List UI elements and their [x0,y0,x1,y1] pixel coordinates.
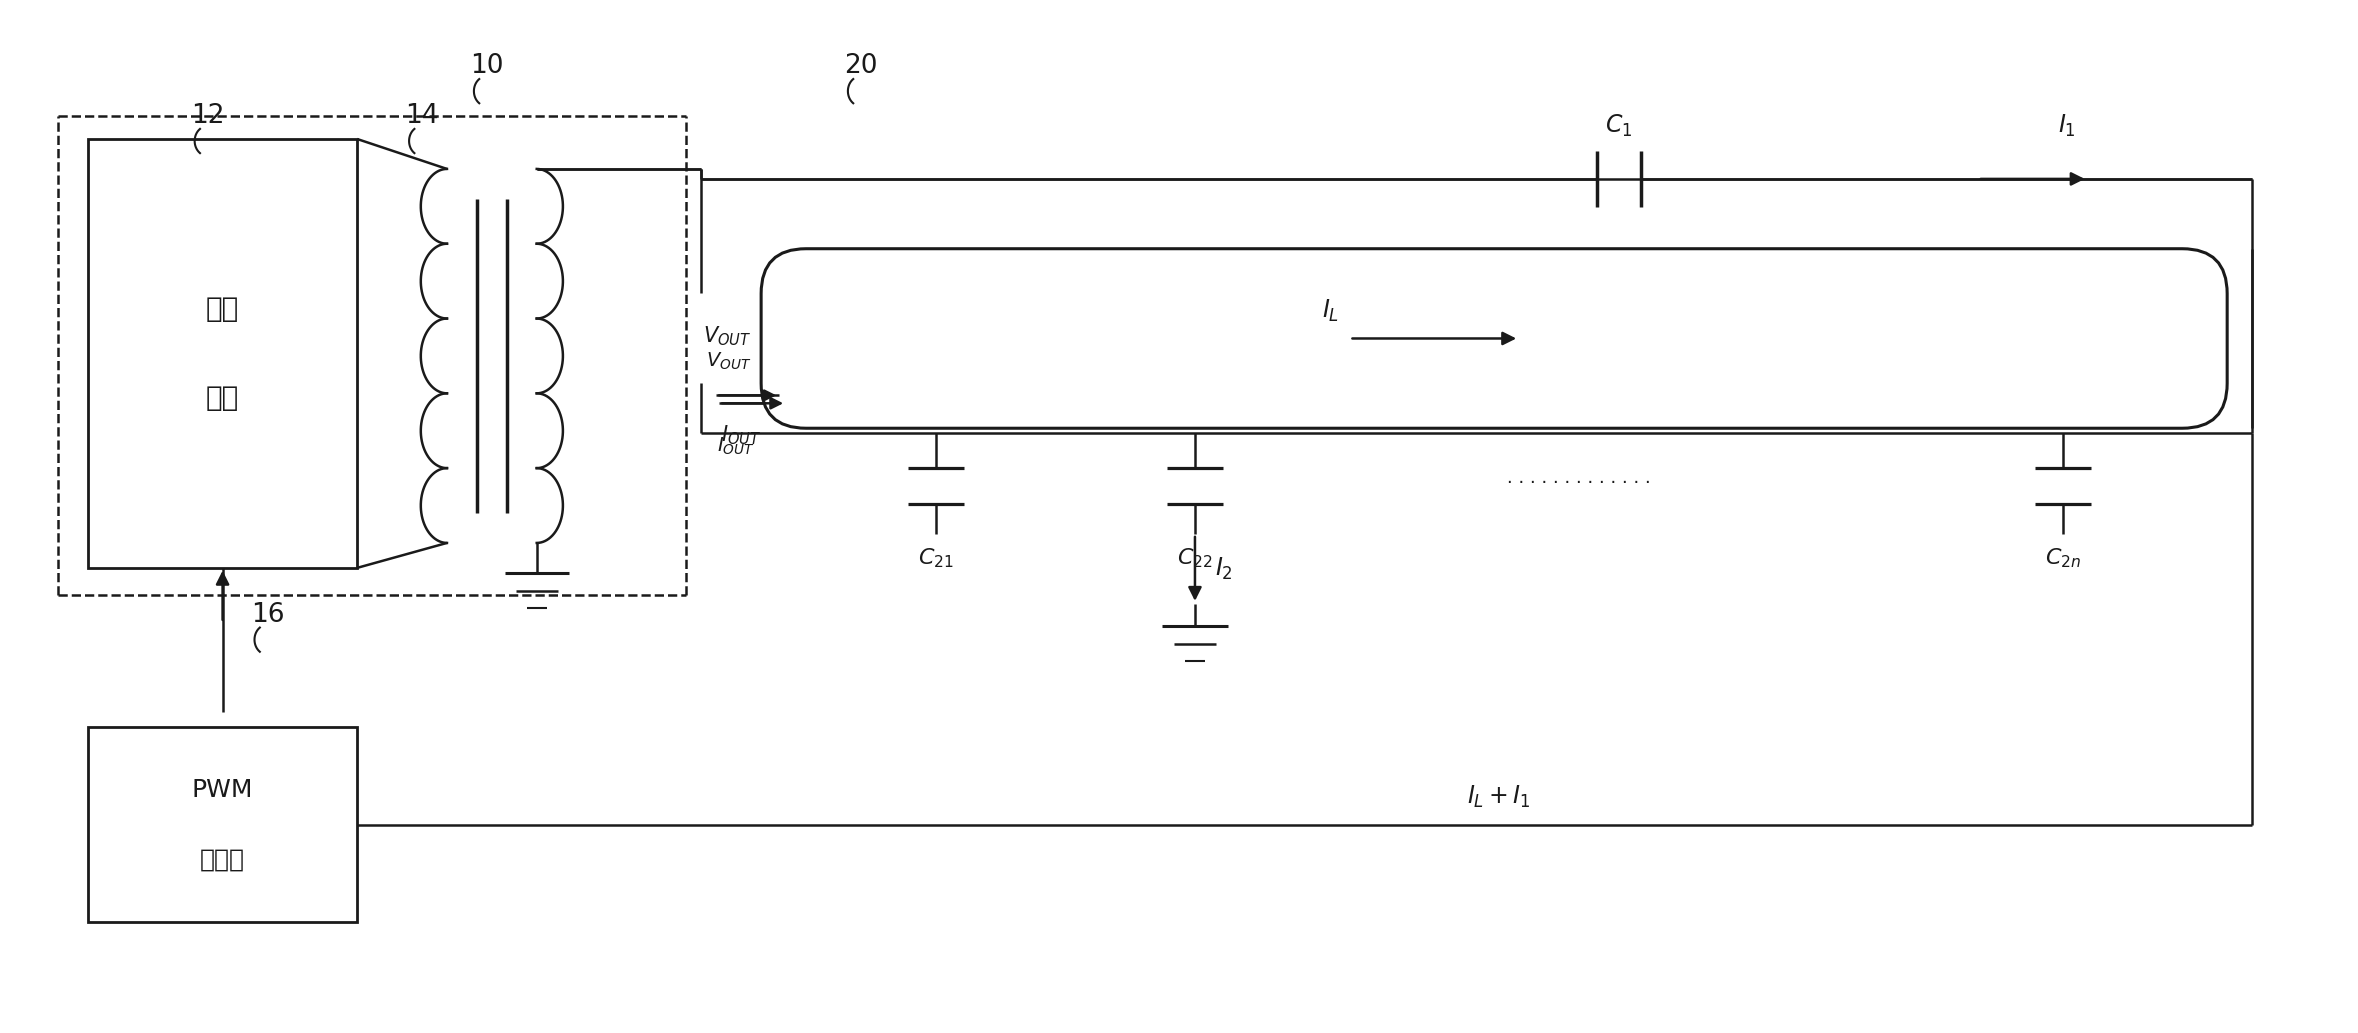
Text: $I_2$: $I_2$ [1214,556,1233,582]
Text: 电路: 电路 [205,384,238,412]
Text: $C_{2n}$: $C_{2n}$ [2044,545,2080,569]
Text: $C_{22}$: $C_{22}$ [1177,545,1212,569]
Text: $I_1$: $I_1$ [2059,113,2075,139]
Text: 16: 16 [250,601,285,628]
Text: 控制器: 控制器 [200,847,245,872]
Text: $I_L$: $I_L$ [1323,298,1339,323]
Text: $V_{OUT}$: $V_{OUT}$ [707,351,752,372]
Text: PWM: PWM [191,778,252,802]
Text: $I_L+I_1$: $I_L+I_1$ [1467,783,1530,810]
Text: 12: 12 [191,103,224,129]
FancyBboxPatch shape [762,249,2228,429]
Text: 驱动: 驱动 [205,294,238,322]
Text: $C_{21}$: $C_{21}$ [917,545,953,569]
Text: · · · · · · · · · · · · ·: · · · · · · · · · · · · · [1507,474,1651,492]
Bar [87,727,356,921]
Text: $V_{OUT}$: $V_{OUT}$ [703,324,752,348]
Text: 10: 10 [469,53,505,80]
Bar [87,139,356,568]
Text: $C_1$: $C_1$ [1606,113,1632,139]
Text: $I_{OUT}$: $I_{OUT}$ [717,435,755,457]
Text: 20: 20 [844,53,877,80]
Text: $I_{OUT}$: $I_{OUT}$ [722,424,762,447]
Text: 14: 14 [406,103,439,129]
